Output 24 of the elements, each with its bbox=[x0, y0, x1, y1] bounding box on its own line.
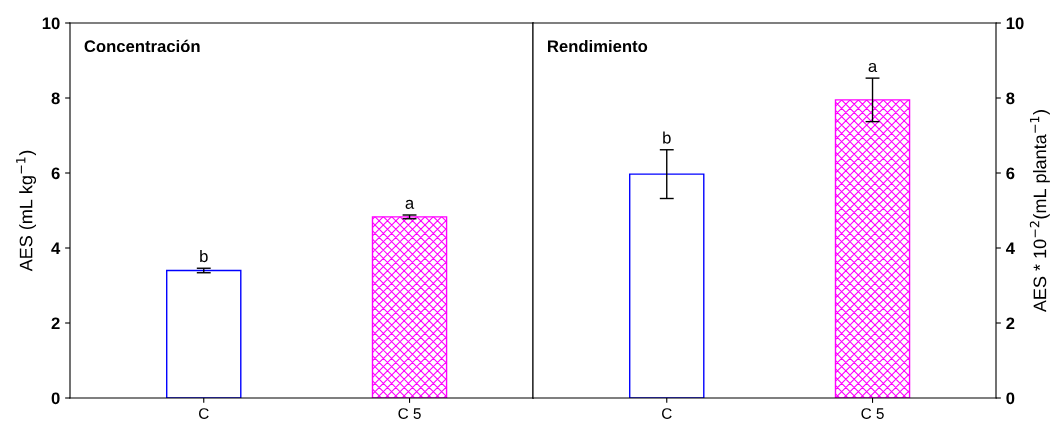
annotation: a bbox=[868, 62, 878, 73]
y-tick-label: 8 bbox=[51, 92, 60, 105]
annotation: b bbox=[663, 131, 671, 144]
y-tick-label: 4 bbox=[1005, 242, 1015, 255]
y-tick-label: 0 bbox=[51, 392, 60, 405]
y-tick-label: 2 bbox=[1006, 317, 1015, 330]
y-tick-label: 0 bbox=[1006, 392, 1015, 405]
y-tick-label: 10 bbox=[42, 17, 60, 30]
x-tick-label: C bbox=[199, 408, 209, 419]
y-axis-title: AES * 10$^{−2}$(mL planta$^{−1}$) bbox=[1029, 110, 1050, 313]
annotation: a bbox=[405, 199, 415, 209]
y-tick-label: 10 bbox=[1006, 17, 1024, 30]
x-tick-label: C 5 bbox=[398, 408, 421, 419]
x-tick-label: C bbox=[662, 408, 672, 419]
text: Concentración bbox=[84, 39, 200, 53]
y-tick-label: 6 bbox=[51, 167, 60, 180]
y-tick-label: 8 bbox=[1006, 92, 1015, 105]
y-tick-label: 4 bbox=[51, 242, 61, 255]
y-tick-label: 2 bbox=[51, 317, 60, 330]
y-axis-title: AES (mL kg$^{−1}$) bbox=[16, 150, 37, 272]
x-tick-label: C 5 bbox=[861, 408, 884, 419]
annotation: b bbox=[200, 249, 208, 263]
text: Rendimiento bbox=[548, 39, 648, 53]
y-tick-label: 6 bbox=[1006, 167, 1015, 180]
